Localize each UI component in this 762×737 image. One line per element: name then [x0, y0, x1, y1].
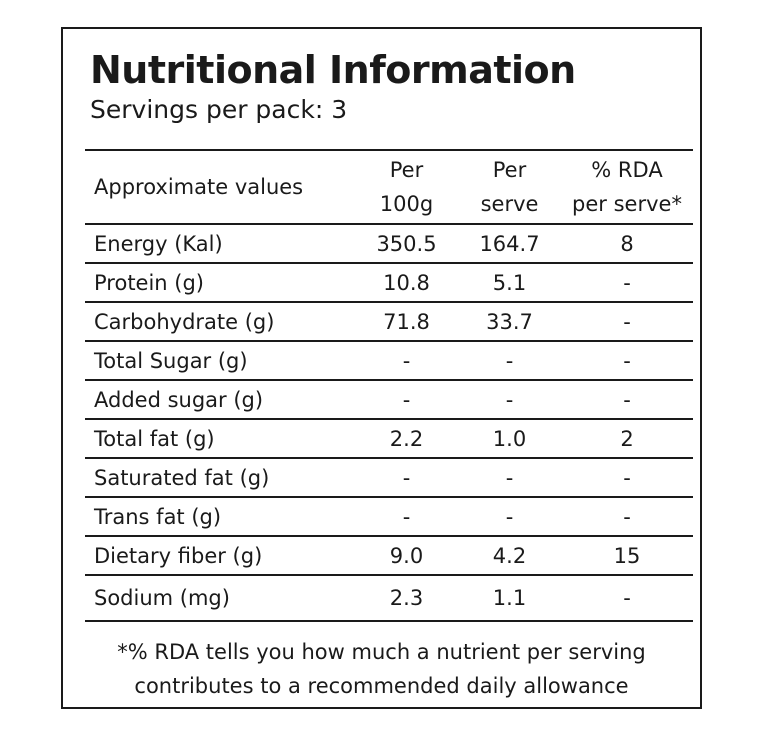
value-per-serve: 1.1 [492, 586, 527, 610]
table-row: Energy (Kal) 350.5 164.7 8 [85, 224, 693, 263]
value-per-100g: 71.8 [383, 309, 430, 334]
value-per-100g: - [402, 504, 411, 529]
header-per-100g: Per 100g [379, 158, 434, 216]
value-per-100g: - [402, 387, 411, 412]
page-title: Nutritional Information [90, 48, 576, 92]
value-rda: - [623, 465, 631, 490]
table-header-row: Approximate values Per 100g Per serve % RD… [85, 150, 693, 224]
value-per-100g: 2.3 [389, 586, 424, 610]
table-row: Protein (g) 10.8 5.1 - [85, 263, 693, 302]
value-rda: - [623, 309, 631, 334]
nutrient-name: Energy (Kal) [94, 231, 223, 256]
nutrient-name: Protein (g) [94, 270, 205, 295]
value-per-100g: 9.0 [389, 543, 424, 568]
nutrient-name: Added sugar (g) [94, 387, 264, 412]
value-per-serve: 164.7 [479, 231, 540, 256]
value-per-serve: - [505, 387, 514, 412]
table-row: Saturated fat (g) - - - [85, 458, 693, 497]
table-row: Added sugar (g) - - - [85, 380, 693, 419]
servings-value: 3 [331, 95, 348, 124]
nutrient-name: Saturated fat (g) [94, 465, 270, 490]
value-per-100g: 350.5 [376, 231, 437, 256]
value-per-serve: - [505, 348, 514, 373]
value-rda: 8 [620, 231, 634, 256]
value-per-serve: - [505, 504, 514, 529]
header-rda-per-serve: % RDA per serve* [572, 158, 682, 216]
value-per-100g: 10.8 [383, 270, 430, 295]
nutrient-name: Sodium (mg) [94, 586, 230, 610]
servings-label: Servings per pack: [90, 95, 324, 124]
nutrient-name: Dietary fiber (g) [94, 543, 263, 568]
value-rda: - [623, 387, 631, 412]
footnote-line-1: *% RDA tells you how much a nutrient per… [117, 640, 646, 664]
nutrient-name: Total Sugar (g) [94, 348, 248, 373]
value-per-serve: 4.2 [492, 543, 527, 568]
value-per-serve: 33.7 [486, 309, 533, 334]
table-row: Carbohydrate (g) 71.8 33.7 - [85, 302, 693, 341]
value-rda: - [623, 270, 631, 295]
value-per-100g: - [402, 465, 411, 490]
table-row: Sodium (mg) 2.3 1.1 - [85, 575, 693, 621]
value-rda: - [623, 348, 631, 373]
table-row: Trans fat (g) - - - [85, 497, 693, 536]
rda-footnote: *% RDA tells you how much a nutrient per… [73, 635, 690, 703]
nutrient-name: Trans fat (g) [94, 504, 222, 529]
footnote-line-2: contributes to a recommended daily allow… [134, 674, 629, 698]
value-per-100g: 2.2 [389, 426, 424, 451]
value-rda: 2 [620, 426, 634, 451]
value-rda: - [623, 504, 631, 529]
value-per-serve: 5.1 [492, 270, 527, 295]
header-approximate-values: Approximate values [94, 175, 304, 199]
value-rda: 15 [613, 543, 641, 568]
table-row: Total fat (g) 2.2 1.0 2 [85, 419, 693, 458]
table-row: Total Sugar (g) - - - [85, 341, 693, 380]
value-per-100g: - [402, 348, 411, 373]
servings-per-pack: Servings per pack: 3 [90, 93, 347, 127]
value-rda: - [623, 586, 631, 610]
value-per-serve: 1.0 [492, 426, 527, 451]
nutrition-panel: Nutritional Information Servings per pac… [61, 27, 702, 709]
nutrition-table: Approximate values Per 100g Per serve % RD… [85, 149, 693, 622]
table-row: Dietary fiber (g) 9.0 4.2 15 [85, 536, 693, 575]
nutrient-name: Total fat (g) [94, 426, 215, 451]
header-per-serve: Per serve [480, 158, 539, 216]
value-per-serve: - [505, 465, 514, 490]
nutrient-name: Carbohydrate (g) [94, 309, 275, 334]
